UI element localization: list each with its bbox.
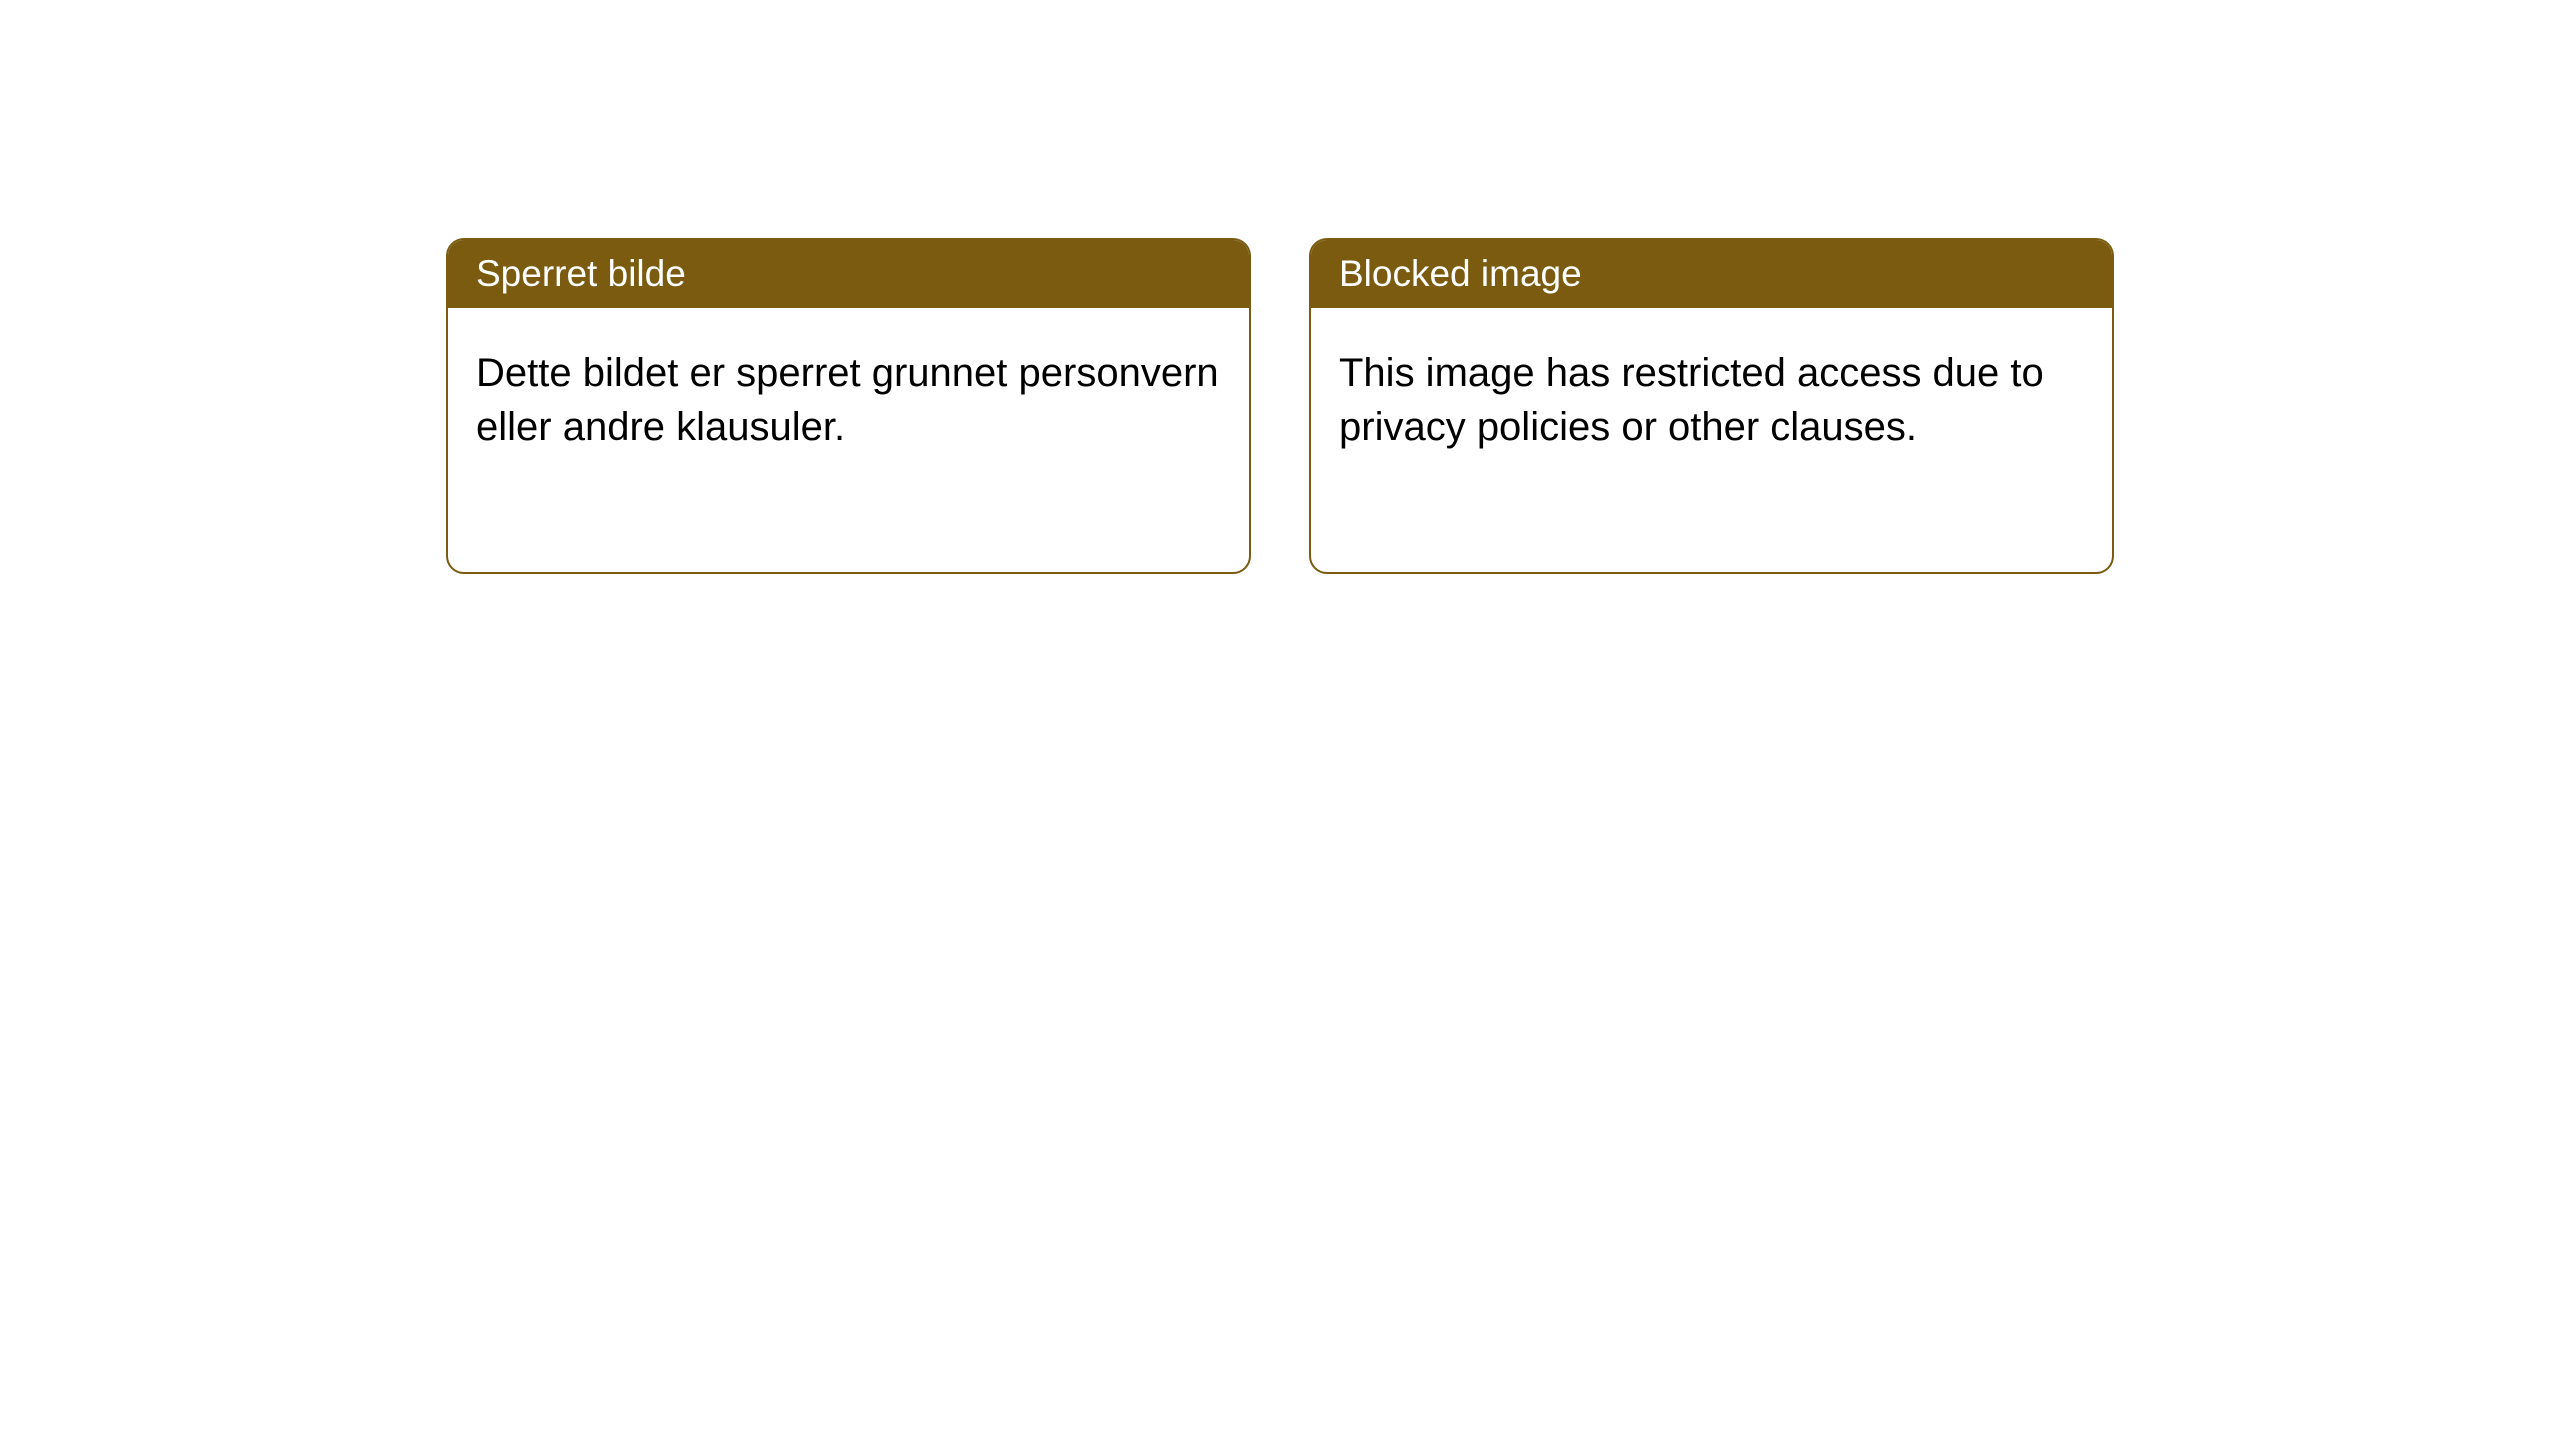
card-title: Blocked image	[1339, 253, 1582, 294]
card-body-text: Dette bildet er sperret grunnet personve…	[476, 351, 1219, 449]
card-body: Dette bildet er sperret grunnet personve…	[448, 308, 1249, 492]
card-header: Sperret bilde	[448, 240, 1249, 308]
card-header: Blocked image	[1311, 240, 2112, 308]
card-body: This image has restricted access due to …	[1311, 308, 2112, 492]
card-norwegian: Sperret bilde Dette bildet er sperret gr…	[446, 238, 1251, 574]
cards-container: Sperret bilde Dette bildet er sperret gr…	[446, 238, 2114, 574]
card-title: Sperret bilde	[476, 253, 686, 294]
card-english: Blocked image This image has restricted …	[1309, 238, 2114, 574]
card-body-text: This image has restricted access due to …	[1339, 351, 2044, 449]
